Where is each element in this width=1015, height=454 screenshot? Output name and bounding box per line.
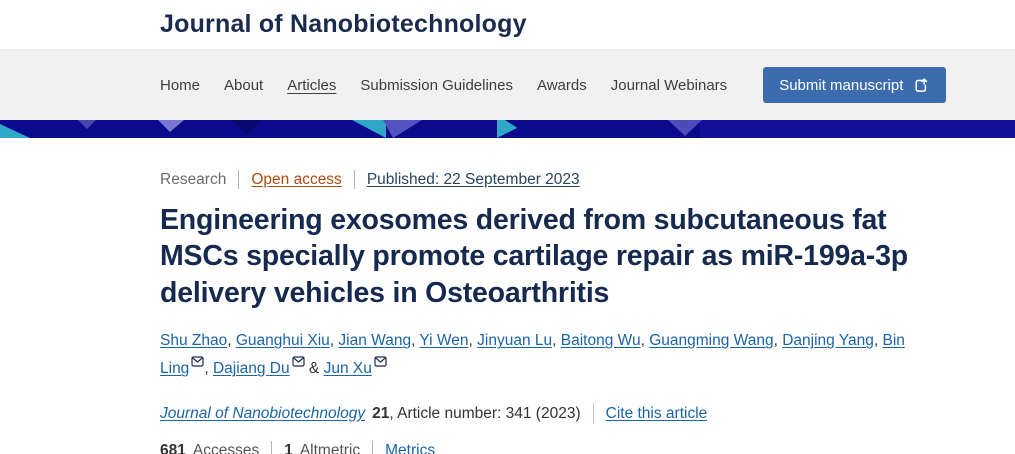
divider <box>592 403 594 425</box>
altmetric-count: 1 <box>284 441 293 454</box>
author-link[interactable]: Jian Wang <box>338 332 412 350</box>
divider <box>238 170 240 189</box>
author-separator: , <box>204 360 213 378</box>
accesses-count: 681 <box>160 441 186 454</box>
author-separator: & <box>304 360 324 378</box>
published-date-link[interactable]: Published: 22 September 2023 <box>366 170 580 188</box>
author-link[interactable]: Dajiang Du <box>212 360 290 378</box>
author-separator: , <box>329 332 339 350</box>
divider <box>372 441 374 454</box>
submit-manuscript-button[interactable]: Submit manuscript <box>763 67 947 103</box>
author-separator: , <box>873 332 883 350</box>
nav-item-home[interactable]: Home <box>160 76 201 94</box>
email-icon[interactable] <box>292 349 305 377</box>
author-separator: , <box>773 332 783 350</box>
author-separator: , <box>640 332 650 350</box>
submit-manuscript-label: Submit manuscript <box>779 76 904 94</box>
volume-number: 21 <box>372 404 390 422</box>
author-link[interactable]: Jinyuan Lu <box>477 332 553 350</box>
divider <box>271 441 273 454</box>
nav-item-about[interactable]: About <box>224 76 264 94</box>
author-separator: , <box>227 332 236 350</box>
accesses-label: Accesses <box>192 441 260 454</box>
citation-line: Journal of Nanobiotechnology 21 , Articl… <box>160 403 920 425</box>
author-link[interactable]: Guangming Wang <box>649 332 774 350</box>
metrics-link[interactable]: Metrics <box>385 441 436 454</box>
article-title: Engineering exosomes derived from subcut… <box>160 204 908 309</box>
author-separator: , <box>552 332 561 350</box>
article-number-text: , Article number: 341 (2023) <box>389 404 581 422</box>
site-header: Journal of Nanobiotechnology <box>0 0 1015 50</box>
cite-this-article-link[interactable]: Cite this article <box>605 404 708 422</box>
decorative-banner <box>0 120 1015 138</box>
email-icon[interactable] <box>191 349 204 377</box>
article-meta-line: Research Open access Published: 22 Septe… <box>160 170 920 189</box>
nav-item-articles[interactable]: Articles <box>287 76 337 94</box>
author-link[interactable]: Shu Zhao <box>160 332 228 350</box>
article-header: Research Open access Published: 22 Septe… <box>0 138 920 454</box>
nav-item-journal-webinars[interactable]: Journal Webinars <box>610 76 728 94</box>
author-link[interactable]: Yi Wen <box>419 332 469 350</box>
author-list: Shu Zhao, Guanghui Xiu, Jian Wang, Yi We… <box>160 327 920 383</box>
article-type-label: Research <box>160 170 227 188</box>
metrics-line: 681 Accesses 1 Altmetric Metrics <box>160 441 920 454</box>
author-link[interactable]: Guanghui Xiu <box>235 332 330 350</box>
author-link[interactable]: Baitong Wu <box>560 332 641 350</box>
altmetric-label: Altmetric <box>299 441 361 454</box>
author-separator: , <box>468 332 478 350</box>
nav-bar: Home About Articles Submission Guideline… <box>0 50 1015 120</box>
nav-item-awards[interactable]: Awards <box>536 76 587 94</box>
open-access-link[interactable]: Open access <box>251 170 342 188</box>
author-link[interactable]: Bin Ling <box>160 332 905 378</box>
author-link[interactable]: Jun Xu <box>323 360 372 378</box>
nav-item-submission-guidelines[interactable]: Submission Guidelines <box>360 76 513 94</box>
email-icon[interactable] <box>374 349 387 377</box>
journal-title: Journal of Nanobiotechnology <box>160 10 527 38</box>
document-upload-icon <box>911 76 930 95</box>
journal-link[interactable]: Journal of Nanobiotechnology <box>160 404 366 422</box>
author-separator: , <box>411 332 420 350</box>
author-link[interactable]: Danjing Yang <box>782 332 874 350</box>
divider <box>353 170 355 189</box>
